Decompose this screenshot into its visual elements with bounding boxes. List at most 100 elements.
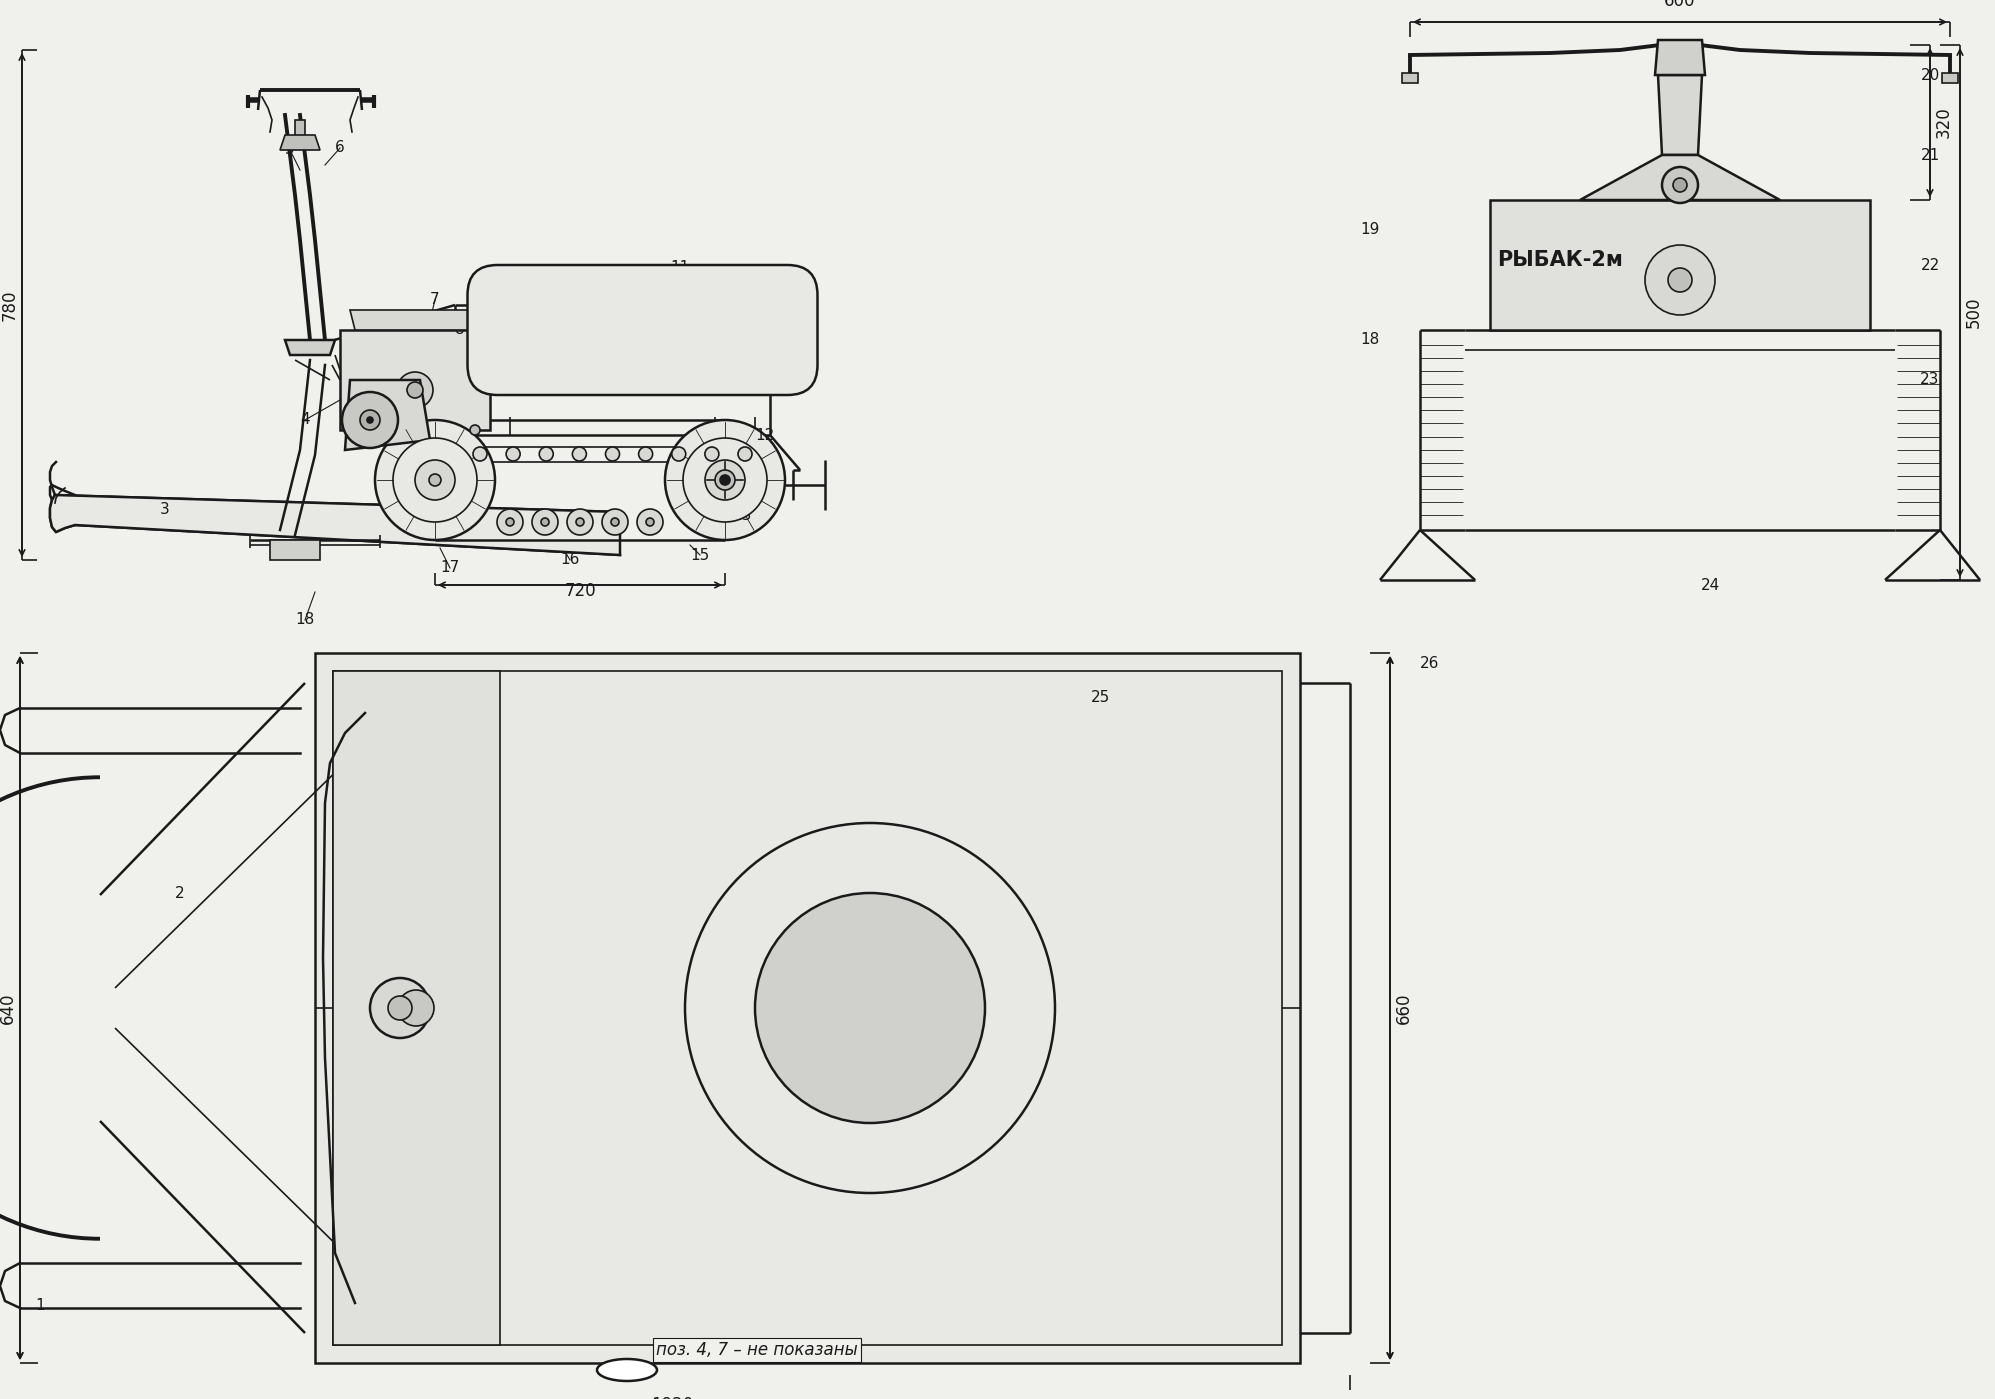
Circle shape [541, 518, 549, 526]
Text: 4: 4 [299, 413, 309, 428]
Circle shape [397, 990, 435, 1025]
Bar [1402, 73, 1418, 83]
Circle shape [738, 448, 752, 462]
Text: 20: 20 [1921, 67, 1939, 83]
Text: 11: 11 [670, 260, 690, 276]
Text: 12: 12 [756, 428, 774, 442]
Circle shape [349, 425, 359, 435]
Polygon shape [50, 495, 620, 555]
Ellipse shape [597, 1358, 656, 1381]
Polygon shape [1490, 200, 1869, 330]
Text: поз. 4, 7 – не показаны: поз. 4, 7 – не показаны [656, 1342, 858, 1358]
Circle shape [1668, 269, 1692, 292]
FancyBboxPatch shape [467, 264, 818, 395]
Text: 5: 5 [285, 143, 295, 158]
Circle shape [407, 382, 423, 397]
Circle shape [754, 893, 986, 1123]
Text: 720: 720 [565, 582, 597, 600]
Circle shape [473, 448, 487, 462]
Text: 23: 23 [1921, 372, 1939, 388]
Text: 17: 17 [441, 561, 459, 575]
Circle shape [533, 509, 559, 534]
Circle shape [1662, 166, 1698, 203]
Text: 9: 9 [495, 302, 505, 318]
Circle shape [369, 978, 431, 1038]
Text: 2: 2 [176, 886, 186, 901]
Polygon shape [1658, 76, 1702, 155]
Circle shape [573, 448, 587, 462]
Text: 8: 8 [455, 323, 465, 337]
Circle shape [341, 392, 397, 448]
Circle shape [682, 438, 766, 522]
Polygon shape [285, 340, 335, 355]
Text: 26: 26 [1420, 656, 1438, 670]
Circle shape [720, 476, 730, 485]
Text: 16: 16 [561, 553, 581, 568]
Text: 1920: 1920 [650, 1396, 692, 1399]
Text: 24: 24 [1700, 578, 1720, 593]
Text: 10: 10 [561, 277, 581, 292]
Text: 1: 1 [36, 1297, 44, 1312]
Circle shape [567, 509, 593, 534]
Circle shape [610, 518, 618, 526]
Circle shape [367, 417, 373, 422]
Text: 3: 3 [160, 502, 170, 518]
Circle shape [714, 470, 734, 490]
Circle shape [646, 518, 654, 526]
Circle shape [704, 448, 718, 462]
Circle shape [397, 372, 433, 409]
Polygon shape [349, 311, 481, 330]
Polygon shape [339, 330, 491, 429]
Circle shape [577, 518, 585, 526]
Circle shape [672, 448, 686, 462]
Circle shape [393, 438, 477, 522]
Bar [269, 540, 319, 560]
Text: 22: 22 [1921, 257, 1939, 273]
Text: 19: 19 [1361, 222, 1381, 238]
Bar [1941, 73, 1957, 83]
Text: 320: 320 [1935, 106, 1953, 139]
Text: 780: 780 [2, 290, 20, 320]
Text: 18: 18 [295, 613, 315, 628]
Circle shape [1646, 245, 1716, 315]
Text: 500: 500 [1965, 297, 1983, 329]
Text: 21: 21 [1921, 147, 1939, 162]
Text: 6: 6 [335, 140, 345, 155]
Text: 640: 640 [0, 992, 18, 1024]
Text: 13: 13 [732, 508, 752, 522]
Circle shape [684, 823, 1055, 1193]
Circle shape [497, 509, 523, 534]
Polygon shape [345, 381, 431, 450]
Text: 25: 25 [1091, 691, 1109, 705]
Polygon shape [315, 653, 1301, 1363]
Text: 660: 660 [1395, 992, 1412, 1024]
Polygon shape [1580, 155, 1780, 200]
Circle shape [602, 509, 628, 534]
Polygon shape [1656, 41, 1706, 76]
Polygon shape [333, 672, 501, 1344]
Polygon shape [333, 672, 1283, 1344]
Circle shape [704, 460, 744, 499]
Polygon shape [279, 134, 319, 150]
Circle shape [415, 460, 455, 499]
Circle shape [539, 448, 553, 462]
Polygon shape [295, 120, 305, 140]
Circle shape [1674, 178, 1688, 192]
Circle shape [359, 410, 379, 429]
Circle shape [375, 420, 495, 540]
Circle shape [429, 474, 441, 485]
Circle shape [638, 448, 652, 462]
Bar [38, 50, 840, 590]
Circle shape [507, 448, 521, 462]
Text: РЫБАК-2м: РЫБАК-2м [1496, 250, 1624, 270]
Text: 7: 7 [431, 292, 439, 308]
Circle shape [664, 420, 784, 540]
Text: 14: 14 [708, 501, 728, 515]
Circle shape [387, 996, 413, 1020]
Circle shape [606, 448, 620, 462]
Text: 15: 15 [690, 547, 710, 562]
Circle shape [636, 509, 662, 534]
Text: 600: 600 [1664, 0, 1696, 10]
Circle shape [471, 425, 481, 435]
Circle shape [507, 518, 515, 526]
